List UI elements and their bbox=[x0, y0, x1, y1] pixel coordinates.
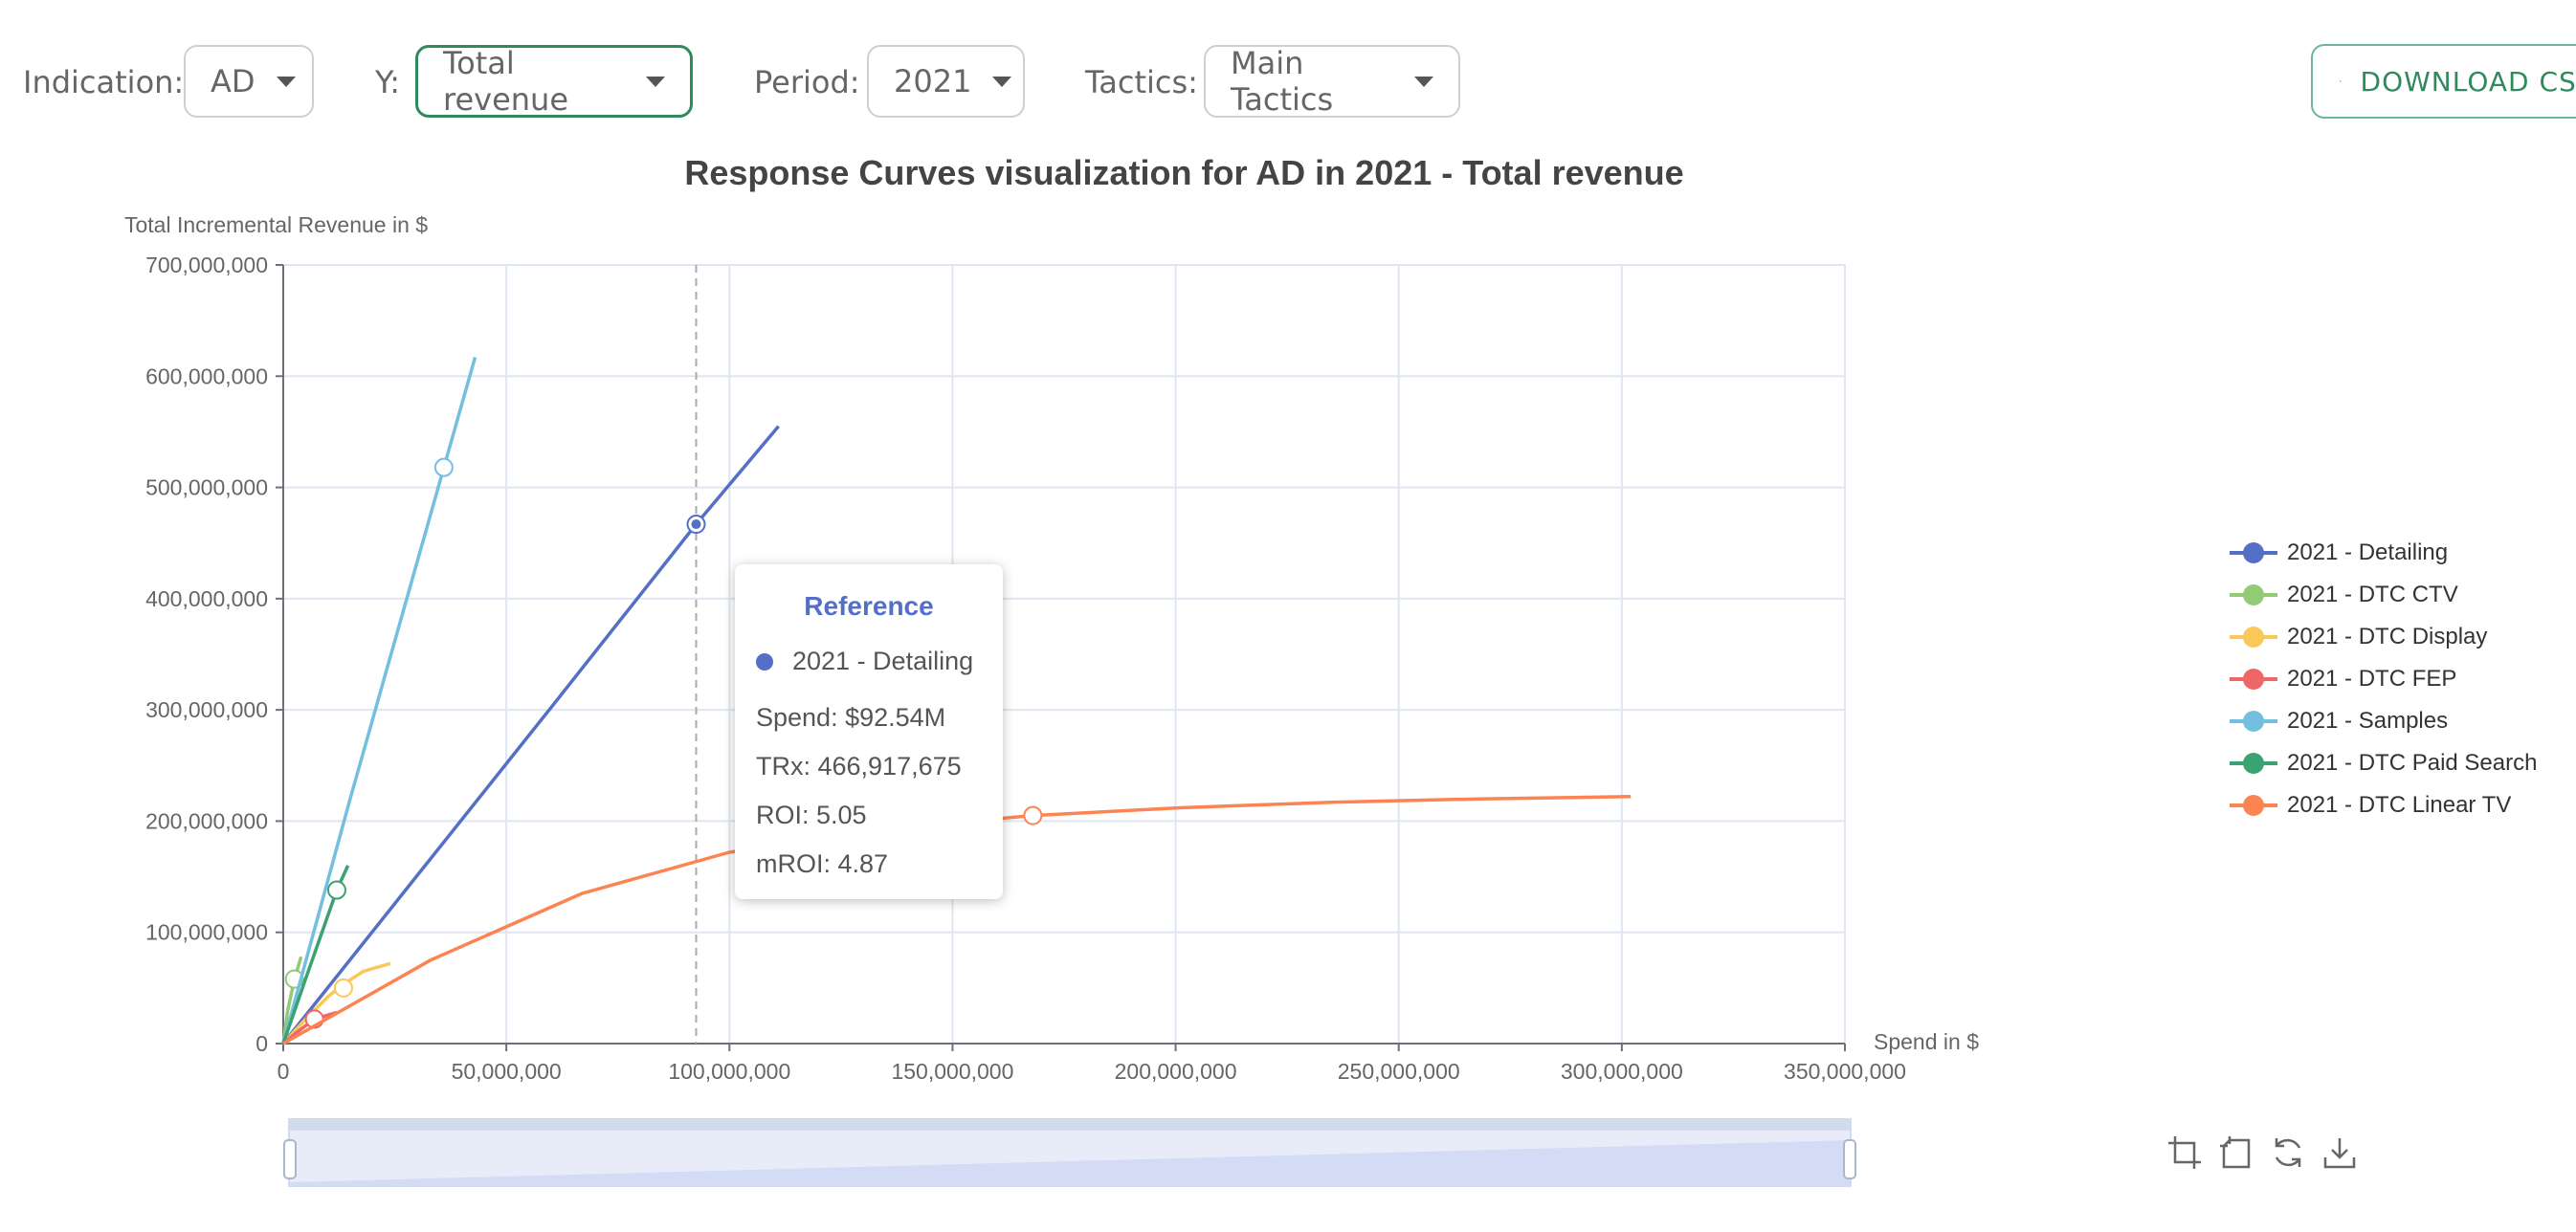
tactics-value: Main Tactics bbox=[1231, 45, 1334, 118]
chart-legend: 2021 - Detailing 2021 - DTC CTV 2021 - DTC… bbox=[2230, 532, 2537, 826]
indication-value: AD bbox=[211, 63, 255, 99]
tactics-select[interactable]: Main Tactics bbox=[1204, 45, 1460, 118]
y-tick-label: 0 bbox=[255, 1031, 268, 1056]
series-marker bbox=[326, 880, 346, 900]
chevron-down-icon bbox=[992, 76, 1012, 87]
download-csv-button[interactable]: DOWNLOAD CSV bbox=[2311, 44, 2576, 119]
series-line bbox=[281, 357, 477, 1045]
y-tick-label: 200,000,000 bbox=[145, 808, 268, 833]
download-label: DOWNLOAD CSV bbox=[2360, 65, 2576, 98]
zoom-handle-right[interactable] bbox=[1843, 1139, 1856, 1179]
indication-label: Indication: bbox=[23, 64, 185, 100]
y-axis-title: Total Incremental Revenue in $ bbox=[124, 212, 428, 237]
legend-item[interactable]: 2021 - DTC Linear TV bbox=[2230, 784, 2537, 826]
legend-item[interactable]: 2021 - Samples bbox=[2230, 700, 2537, 742]
series-marker-highlight bbox=[691, 519, 701, 530]
legend-item[interactable]: 2021 - DTC FEP bbox=[2230, 658, 2537, 700]
legend-label: 2021 - DTC Linear TV bbox=[2287, 792, 2512, 818]
y-value: Total revenue bbox=[443, 45, 569, 118]
tooltip-trx: TRx: 466,917,675 bbox=[756, 752, 962, 781]
x-tick-label: 350,000,000 bbox=[1784, 1059, 1906, 1084]
y-tick-label: 700,000,000 bbox=[145, 253, 268, 277]
tooltip-series-name: 2021 - Detailing bbox=[792, 647, 974, 675]
series-line bbox=[281, 956, 303, 1045]
x-axis-title: Spend in $ bbox=[1874, 1029, 1979, 1054]
legend-swatch bbox=[2230, 626, 2277, 649]
x-tick-label: 150,000,000 bbox=[891, 1059, 1013, 1084]
legend-label: 2021 - DTC Display bbox=[2287, 624, 2488, 649]
download-icon bbox=[2340, 80, 2342, 82]
legend-label: 2021 - Samples bbox=[2287, 708, 2449, 734]
tooltip-title: Reference bbox=[804, 591, 934, 621]
save-image-icon[interactable] bbox=[2321, 1134, 2358, 1171]
chevron-down-icon bbox=[646, 76, 665, 87]
legend-swatch bbox=[2230, 752, 2277, 775]
legend-label: 2021 - DTC FEP bbox=[2287, 666, 2457, 692]
legend-swatch bbox=[2230, 583, 2277, 606]
tooltip-mroi: mROI: 4.87 bbox=[756, 849, 889, 878]
zoom-reset-icon[interactable] bbox=[2218, 1134, 2254, 1171]
legend-item[interactable]: 2021 - DTC CTV bbox=[2230, 574, 2537, 616]
indication-select[interactable]: AD bbox=[184, 45, 314, 118]
y-select[interactable]: Total revenue bbox=[415, 45, 693, 118]
legend-swatch bbox=[2230, 668, 2277, 691]
x-tick-label: 100,000,000 bbox=[668, 1059, 790, 1084]
zoom-slider-top-bar bbox=[289, 1119, 1851, 1131]
tooltip-series-row: 2021 - Detailing bbox=[756, 647, 982, 676]
series-marker bbox=[333, 978, 353, 998]
chart-toolbox bbox=[2166, 1134, 2358, 1171]
x-tick-label: 0 bbox=[278, 1059, 290, 1084]
chart-tooltip: Reference 2021 - Detailing Spend: $92.54… bbox=[735, 564, 1003, 899]
series-marker bbox=[433, 457, 454, 477]
y-tick-label: 500,000,000 bbox=[145, 475, 268, 500]
tactics-label: Tactics: bbox=[1085, 64, 1198, 100]
chevron-down-icon bbox=[1414, 76, 1433, 87]
legend-swatch bbox=[2230, 710, 2277, 733]
period-select[interactable]: 2021 bbox=[867, 45, 1025, 118]
y-label: Y: bbox=[375, 64, 401, 100]
legend-label: 2021 - DTC CTV bbox=[2287, 582, 2458, 607]
series-dot-icon bbox=[756, 652, 773, 671]
chart-title: Response Curves visualization for AD in … bbox=[684, 153, 1684, 192]
legend-label: 2021 - Detailing bbox=[2287, 539, 2449, 565]
legend-item[interactable]: 2021 - DTC Paid Search bbox=[2230, 742, 2537, 784]
x-tick-label: 50,000,000 bbox=[452, 1059, 562, 1084]
legend-label: 2021 - DTC Paid Search bbox=[2287, 750, 2538, 776]
series-line bbox=[281, 425, 780, 1045]
y-tick-label: 400,000,000 bbox=[145, 586, 268, 611]
tooltip-spend: Spend: $92.54M bbox=[756, 703, 946, 732]
series-marker bbox=[1023, 805, 1043, 825]
legend-swatch bbox=[2230, 541, 2277, 564]
period-value: 2021 bbox=[894, 63, 972, 99]
legend-item[interactable]: 2021 - DTC Display bbox=[2230, 616, 2537, 658]
zoom-icon[interactable] bbox=[2166, 1134, 2203, 1171]
legend-item[interactable]: 2021 - Detailing bbox=[2230, 532, 2537, 574]
series-line bbox=[281, 865, 350, 1045]
y-tick-label: 100,000,000 bbox=[145, 920, 268, 945]
tooltip-roi: ROI: 5.05 bbox=[756, 801, 867, 829]
y-tick-label: 600,000,000 bbox=[145, 363, 268, 388]
x-tick-label: 200,000,000 bbox=[1115, 1059, 1237, 1084]
period-label: Period: bbox=[754, 64, 860, 100]
y-tick-label: 300,000,000 bbox=[145, 697, 268, 722]
restore-icon[interactable] bbox=[2270, 1134, 2306, 1171]
x-tick-label: 300,000,000 bbox=[1561, 1059, 1683, 1084]
x-tick-label: 250,000,000 bbox=[1338, 1059, 1460, 1084]
legend-swatch bbox=[2230, 794, 2277, 817]
zoom-handle-left[interactable] bbox=[283, 1139, 297, 1179]
zoom-slider-area bbox=[289, 1140, 1851, 1186]
chevron-down-icon bbox=[276, 76, 296, 87]
